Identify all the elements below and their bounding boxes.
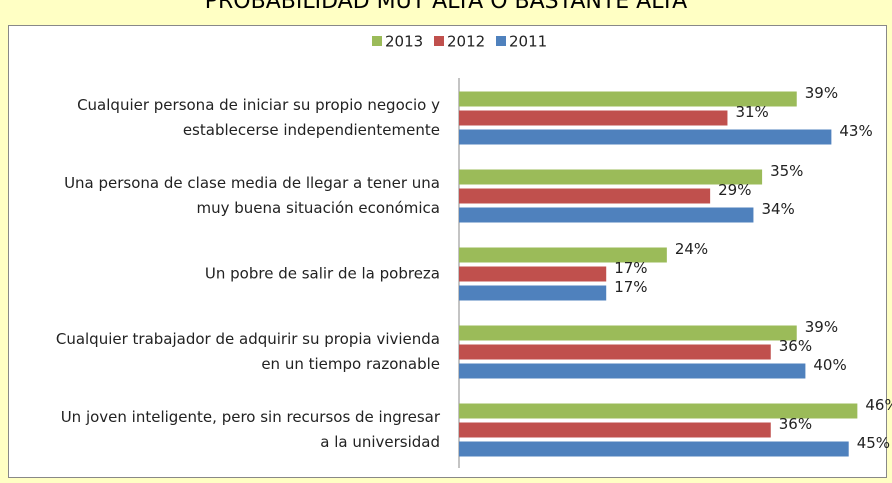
value-label: 31%: [735, 103, 768, 121]
chart-title: PROBABILIDAD MUY ALTA O BASTANTE ALTA: [205, 0, 688, 14]
bar: [459, 344, 771, 360]
bar: [459, 285, 607, 301]
category-label: Cualquier trabajador de adquirir su prop…: [56, 330, 440, 348]
bar: [459, 169, 763, 185]
value-label: 34%: [761, 200, 794, 218]
bar: [459, 422, 771, 438]
value-label: 43%: [839, 122, 872, 140]
category-label: Cualquier persona de iniciar su propio n…: [77, 96, 440, 114]
legend-swatch: [434, 36, 444, 46]
legend-label: 2013: [385, 33, 423, 51]
value-label: 39%: [805, 318, 838, 336]
category-label: establecerse independientemente: [183, 121, 440, 139]
value-label: 17%: [614, 259, 647, 277]
bar: [459, 441, 849, 457]
bar: [459, 325, 797, 341]
legend-label: 2012: [447, 33, 485, 51]
category-label: Una persona de clase media de llegar a t…: [64, 174, 440, 192]
value-label: 36%: [779, 337, 812, 355]
bar: [459, 188, 711, 204]
bar: [459, 207, 754, 223]
category-label: muy buena situación económica: [197, 199, 440, 217]
value-label: 24%: [675, 240, 708, 258]
bar: [459, 91, 797, 107]
value-label: 35%: [770, 162, 803, 180]
legend-label: 2011: [509, 33, 547, 51]
bar: [459, 363, 806, 379]
bar: [459, 110, 728, 126]
value-label: 17%: [614, 278, 647, 296]
value-label: 46%: [865, 396, 892, 414]
category-label: Un joven inteligente, pero sin recursos …: [61, 408, 441, 426]
value-label: 29%: [718, 181, 751, 199]
value-label: 45%: [857, 434, 890, 452]
bar: [459, 266, 607, 282]
value-label: 36%: [779, 415, 812, 433]
value-label: 39%: [805, 84, 838, 102]
legend-swatch: [372, 36, 382, 46]
legend-swatch: [496, 36, 506, 46]
bar: [459, 403, 858, 419]
bar: [459, 247, 667, 263]
category-label: en un tiempo razonable: [261, 355, 440, 373]
category-label: a la universidad: [320, 433, 440, 451]
category-label: Un pobre de salir de la pobreza: [205, 265, 440, 283]
bar: [459, 129, 832, 145]
value-label: 40%: [813, 356, 846, 374]
